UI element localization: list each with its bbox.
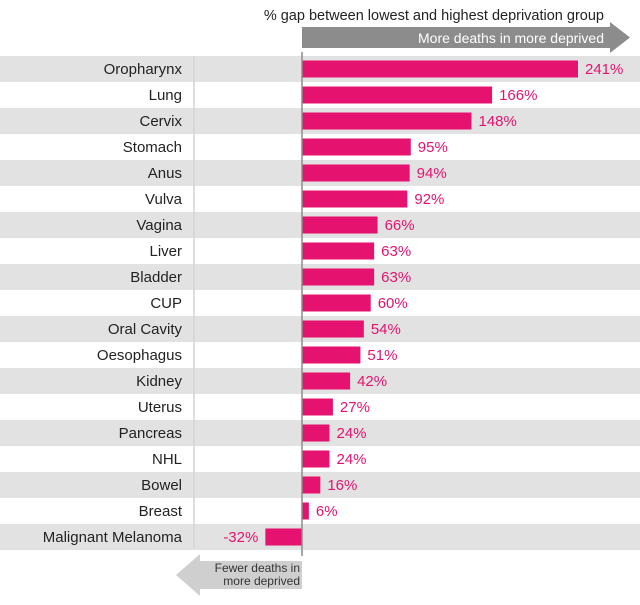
value-label: 6% [316,503,338,520]
category-label: Lung [149,87,182,104]
value-label: 42% [357,373,387,390]
value-label: 66% [385,217,415,234]
value-label: 148% [478,113,516,130]
bar-bowel [302,476,321,494]
category-label: Oral Cavity [108,321,183,338]
negative-direction-label: more deprived [223,574,300,588]
category-label: Breast [139,503,183,520]
category-label: Oesophagus [97,347,182,364]
category-label: Bladder [130,269,182,286]
bar-breast [302,502,309,520]
category-label: Kidney [136,373,182,390]
value-label: 51% [367,347,397,364]
category-label: Uterus [138,399,182,416]
value-label: 16% [327,477,357,494]
bar-stomach [302,138,411,156]
bar-malignant-melanoma [265,528,302,546]
category-label: Vulva [145,191,183,208]
bar-cup [302,294,371,312]
value-label: 63% [381,243,411,260]
bar-kidney [302,372,351,390]
category-label: Pancreas [119,425,182,442]
negative-direction-label: Fewer deaths in [215,561,300,575]
bar-oral-cavity [302,320,364,338]
category-label: Stomach [123,139,182,156]
bar-nhl [302,450,330,468]
category-label: Vagina [136,217,182,234]
category-label: Cervix [139,113,182,130]
category-label: Bowel [141,477,182,494]
value-label: 94% [417,165,447,182]
value-label: 27% [340,399,370,416]
bar-oropharynx [302,60,578,78]
value-label: 63% [381,269,411,286]
right-arrow-shape [302,22,630,53]
bar-oesophagus [302,346,361,364]
positive-direction-arrow: More deaths in more deprived [302,22,630,53]
category-label: Malignant Melanoma [43,529,183,546]
category-label: NHL [152,451,182,468]
positive-direction-label: More deaths in more deprived [418,30,604,46]
row-band [0,524,640,550]
value-label: 24% [336,451,366,468]
category-label: CUP [150,295,182,312]
category-label: Oropharynx [104,61,183,78]
value-labels: 241% 166% 148% 95% 94% 92% 66% 63% 63% 60% 54% 51% 4… [223,61,623,546]
category-labels: Oropharynx Lung Cervix Stomach Anus Vulva Vagi… [43,61,183,546]
bar-liver [302,242,375,260]
left-arrow-shape [176,554,302,596]
chart-title: % gap between lowest and highest depriva… [264,8,604,24]
bar-uterus [302,398,333,416]
value-label: 92% [414,191,444,208]
value-label: 95% [418,139,448,156]
bars [265,60,578,546]
bar-vulva [302,190,408,208]
bar-cervix [302,112,472,130]
value-label: 241% [585,61,623,78]
bar-lung [302,86,493,104]
value-label: 60% [378,295,408,312]
bar-anus [302,164,410,182]
value-label: -32% [223,529,258,546]
value-label: 54% [371,321,401,338]
value-label: 24% [336,425,366,442]
bar-bladder [302,268,375,286]
category-label: Anus [148,165,182,182]
bar-pancreas [302,424,330,442]
category-label: Liver [149,243,182,260]
bar-vagina [302,216,378,234]
value-label: 166% [499,87,537,104]
